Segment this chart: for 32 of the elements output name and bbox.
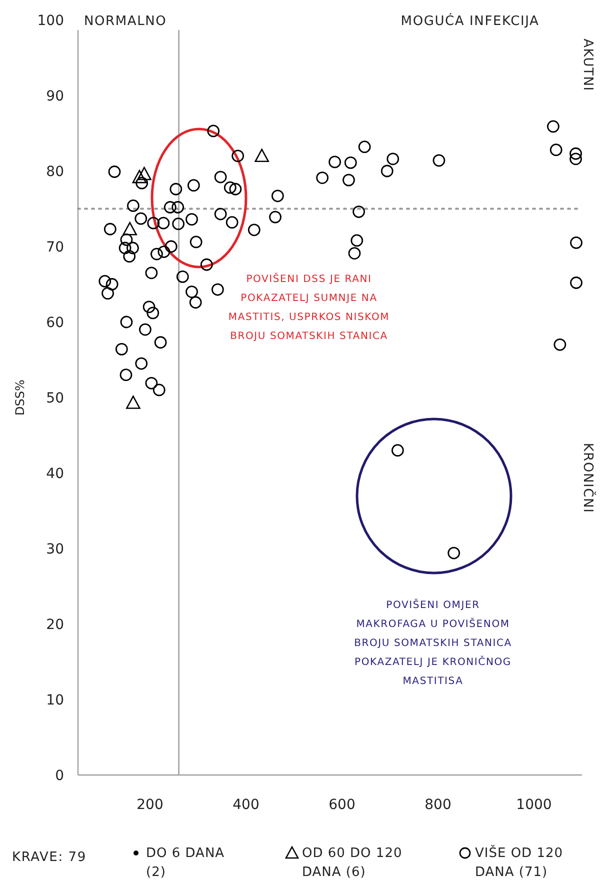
y-tick-label: 30 (46, 541, 64, 558)
y-tick-label: 100 (37, 12, 64, 29)
y-axis-title: DSS% (13, 380, 27, 416)
y-tick-label: 80 (46, 164, 64, 180)
y-tick-label: 0 (55, 768, 64, 784)
y-tick-label: 10 (46, 692, 64, 708)
y-tick-label: 90 (46, 88, 64, 104)
x-tick-label: 1000 (516, 797, 552, 813)
legend-label: OD 60 DO 120 DANA (6) (302, 846, 402, 880)
x-tick-label: 600 (328, 797, 356, 813)
annotation: POVIŠENI DSS JE RANI POKAZATELJ SUMNJE NA MASTITIS, USPRKOS NISKOM BROJU SOMATSKIH STANICA (228, 272, 390, 342)
annotation: MOGUĆA INFEKCIJA (400, 12, 540, 29)
annotation: NORMALNO (84, 14, 167, 29)
point (137, 166, 152, 180)
y-tick-label: 70 (46, 239, 64, 256)
point (132, 170, 147, 184)
point (122, 222, 137, 236)
x-tick-label: 400 (232, 797, 260, 813)
legend-label: DO 6 DANA (2) (146, 846, 225, 880)
y-tick-label: 20 (46, 616, 64, 633)
x-tick-label: 800 (424, 797, 452, 813)
point (254, 148, 269, 162)
legend-label: VIŠE OD 120 DANA (71) (475, 844, 564, 880)
x-tick-label: 200 (136, 797, 164, 813)
annotation: KRONIČNI (580, 442, 598, 514)
text: KRAVE: 79 (12, 850, 86, 865)
annotation: POVIŠENI OMJER MAKROFAGA U POVIŠENOM BROJU SOMATSKIH STANICA POKAZATELJ JE KRONIČNOG MASTITISA (354, 598, 512, 687)
point (126, 396, 140, 409)
y-tick-label: 50 (46, 390, 64, 406)
annotation: AKUTNI (580, 38, 596, 92)
y-tick-label: 40 (46, 466, 64, 482)
y-tick-label: 60 (46, 314, 64, 331)
